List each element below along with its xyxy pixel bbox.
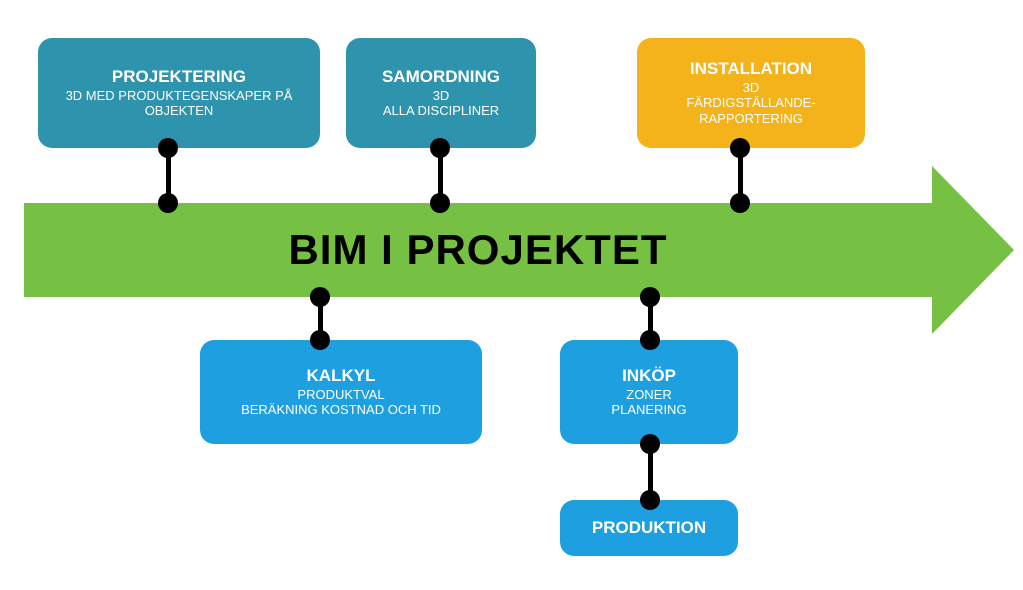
- box-kalkyl: KALKYL PRODUKTVAL BERÄKNING KOSTNAD OCH …: [200, 340, 482, 444]
- box-title: KALKYL: [307, 366, 376, 386]
- box-title: PROJEKTERING: [112, 67, 246, 87]
- box-line: 3D: [433, 88, 450, 104]
- connector-dot: [430, 193, 450, 213]
- connector-dot: [640, 287, 660, 307]
- box-line: ZONER: [626, 387, 672, 403]
- connector-dot: [158, 193, 178, 213]
- connector-dot: [640, 434, 660, 454]
- diagram-canvas: BIM I PROJEKTET PROJEKTERING 3D MED PROD…: [0, 0, 1023, 590]
- connector-dot: [730, 138, 750, 158]
- box-title: INKÖP: [622, 366, 676, 386]
- connector-dot: [158, 138, 178, 158]
- box-inkop: INKÖP ZONER PLANERING: [560, 340, 738, 444]
- connector-dot: [430, 138, 450, 158]
- box-title: INSTALLATION: [690, 59, 812, 79]
- arrow-head: [932, 166, 1014, 334]
- box-title: PRODUKTION: [592, 518, 706, 538]
- box-line: RAPPORTERING: [699, 111, 803, 127]
- box-samordning: SAMORDNING 3D ALLA DISCIPLINER: [346, 38, 536, 148]
- box-line: PRODUKTVAL: [297, 387, 384, 403]
- connector-dot: [640, 330, 660, 350]
- box-line: 3D: [743, 80, 760, 96]
- connector-dot: [310, 330, 330, 350]
- connector-dot: [730, 193, 750, 213]
- connector-dot: [640, 490, 660, 510]
- box-line: PLANERING: [611, 402, 686, 418]
- box-line: 3D MED PRODUKTEGENSKAPER PÅ: [66, 88, 293, 104]
- arrow-label: BIM I PROJEKTET: [288, 226, 667, 274]
- box-title: SAMORDNING: [382, 67, 500, 87]
- box-projektering: PROJEKTERING 3D MED PRODUKTEGENSKAPER PÅ…: [38, 38, 320, 148]
- connector-dot: [310, 287, 330, 307]
- box-line: ALLA DISCIPLINER: [383, 103, 499, 119]
- arrow-shaft: BIM I PROJEKTET: [24, 203, 932, 297]
- box-installation: INSTALLATION 3D FÄRDIGSTÄLLANDE- RAPPORT…: [637, 38, 865, 148]
- box-line: FÄRDIGSTÄLLANDE-: [686, 95, 815, 111]
- box-line: BERÄKNING KOSTNAD OCH TID: [241, 402, 441, 418]
- box-line: OBJEKTEN: [145, 103, 214, 119]
